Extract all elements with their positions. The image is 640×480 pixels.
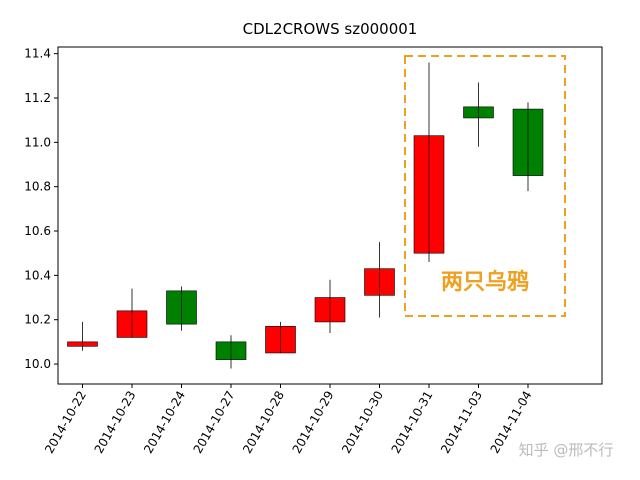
x-tick-label: 2014-10-27 bbox=[191, 389, 238, 456]
x-tick-label: 2014-10-23 bbox=[92, 389, 139, 456]
y-tick-label: 10.8 bbox=[24, 180, 51, 194]
y-tick-label: 11.4 bbox=[24, 47, 51, 61]
chart-title: CDL2CROWS sz000001 bbox=[243, 20, 418, 38]
x-tick-label: 2014-10-29 bbox=[290, 389, 337, 456]
x-tick-label: 2014-10-24 bbox=[141, 389, 188, 456]
highlight-box bbox=[404, 55, 566, 317]
y-tick-label: 11.0 bbox=[24, 135, 51, 149]
annotation: 两只乌鸦 bbox=[441, 269, 529, 295]
y-tick-label: 10.2 bbox=[24, 313, 51, 327]
y-tick-label: 10.4 bbox=[24, 268, 51, 282]
x-tick-label: 2014-10-31 bbox=[389, 389, 436, 456]
y-tick-label: 10.0 bbox=[24, 357, 51, 371]
x-tick-label: 2014-11-03 bbox=[438, 389, 485, 456]
watermark: 知乎 @邢不行 bbox=[519, 441, 614, 459]
x-tick-label: 2014-10-30 bbox=[339, 389, 386, 456]
y-tick-label: 10.6 bbox=[24, 224, 51, 238]
x-tick-label: 2014-10-22 bbox=[42, 389, 89, 456]
x-tick-label: 2014-10-28 bbox=[240, 389, 287, 456]
y-tick-label: 11.2 bbox=[24, 91, 51, 105]
